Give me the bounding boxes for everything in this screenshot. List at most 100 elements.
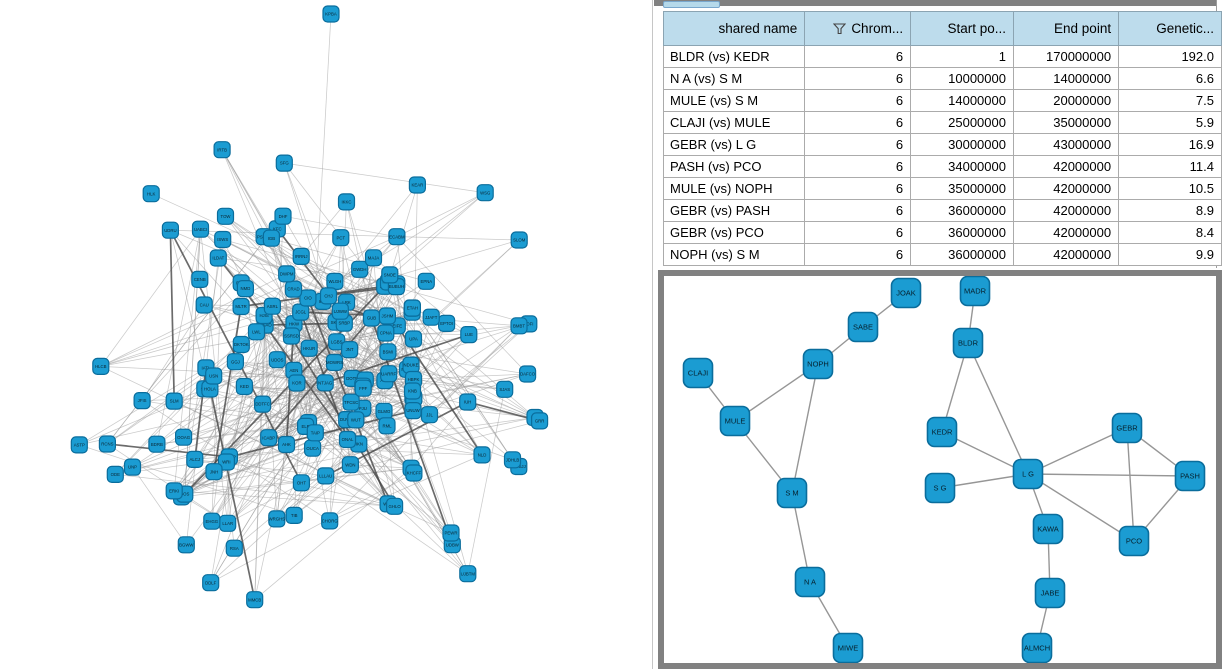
overview-node[interactable]: MAJA: [364, 249, 383, 267]
table-cell-end-point[interactable]: 42000000: [1012, 199, 1120, 222]
overview-node[interactable]: ICABP: [260, 429, 278, 447]
node-s-m[interactable]: S M: [776, 477, 808, 509]
overview-node[interactable]: CHJ: [319, 287, 338, 305]
table-cell-start-position[interactable]: 36000000: [910, 243, 1014, 266]
overview-node[interactable]: NTJAG: [316, 374, 334, 392]
overview-node[interactable]: DDLF: [202, 574, 220, 592]
overview-node[interactable]: WUT: [347, 411, 365, 429]
overview-node[interactable]: EPTOI: [438, 314, 456, 332]
table-cell-end-point[interactable]: 43000000: [1012, 133, 1120, 156]
panel-splitter[interactable]: [652, 0, 653, 669]
overview-node[interactable]: UJBTM: [459, 565, 477, 583]
overview-node[interactable]: MOWRS: [325, 353, 343, 372]
overview-node[interactable]: CAU: [195, 296, 213, 314]
overview-node[interactable]: IKKC: [337, 193, 356, 211]
overview-node[interactable]: JNT: [341, 341, 359, 359]
overview-node[interactable]: UPA: [404, 330, 423, 348]
overview-node[interactable]: GUB: [362, 309, 381, 327]
overview-node[interactable]: ONAL: [338, 430, 357, 449]
table-cell-end-point[interactable]: 42000000: [1012, 155, 1120, 178]
overview-node[interactable]: KNB: [403, 382, 422, 400]
table-row[interactable]: MULE (vs) S M 6 14000000 20000000 7.5: [662, 89, 1222, 112]
table-cell-start-position[interactable]: 36000000: [910, 199, 1014, 222]
overview-node[interactable]: SJAS: [496, 380, 514, 398]
subnetwork-canvas[interactable]: JOAK MADR SABE BLDR NOPH CLAJI MULE KEDR GEBR L G…: [664, 276, 1216, 663]
overview-node[interactable]: ASTP: [70, 436, 88, 454]
overview-node[interactable]: JJL: [420, 406, 439, 424]
subnetwork-edge[interactable]: [791, 363, 819, 494]
table-cell-genetic-distance[interactable]: 10.5: [1118, 177, 1222, 200]
table-cell-genetic-distance[interactable]: 11.4: [1118, 155, 1222, 178]
node-madr[interactable]: MADR: [959, 276, 991, 307]
node-sabe[interactable]: SABE: [847, 311, 879, 343]
overview-node[interactable]: SFG: [275, 154, 293, 172]
table-cell-genetic-distance[interactable]: 192.0: [1118, 45, 1222, 68]
node-kawa[interactable]: KAWA: [1032, 513, 1064, 545]
node-almch[interactable]: ALMCH: [1021, 632, 1053, 663]
network-overview-panel[interactable]: WSAOJNWHKURKTUDOTRAENLGBSEIFEMOWRSMMEPJB…: [0, 0, 652, 669]
overview-node[interactable]: EPNA: [417, 272, 435, 290]
overview-node[interactable]: OUCA: [304, 439, 322, 457]
table-cell-chromosome[interactable]: 6: [804, 199, 912, 222]
overview-node[interactable]: BSMI: [379, 343, 397, 361]
overview-node[interactable]: KHCFF: [405, 464, 423, 482]
overview-node[interactable]: DDTFC: [254, 395, 272, 413]
overview-node[interactable]: WRGHS: [268, 510, 286, 528]
table-cell-start-position[interactable]: 34000000: [910, 155, 1014, 178]
table-cell-start-position[interactable]: 1: [910, 45, 1014, 68]
table-cell-start-position[interactable]: 35000000: [910, 177, 1014, 200]
overview-node[interactable]: JJAFT: [422, 308, 440, 326]
table-cell-start-position[interactable]: 30000000: [910, 133, 1014, 156]
table-cell-genetic-distance[interactable]: 6.6: [1118, 67, 1222, 90]
column-header-genetic-distance[interactable]: Genetic...: [1118, 11, 1222, 46]
overview-node[interactable]: MMCB: [246, 591, 264, 609]
overview-node[interactable]: GLMO: [375, 402, 393, 420]
overview-node[interactable]: UDRU: [161, 221, 179, 239]
overview-node[interactable]: ILDAT: [209, 249, 227, 267]
overview-node[interactable]: KPBA: [322, 5, 340, 23]
overview-node[interactable]: UABCI: [191, 220, 210, 238]
table-cell-chromosome[interactable]: 6: [804, 89, 912, 112]
overview-node[interactable]: ODE: [106, 465, 124, 483]
overview-node[interactable]: UNP: [123, 458, 142, 476]
overview-node[interactable]: WRI: [217, 453, 235, 471]
node-bldr[interactable]: BLDR: [952, 327, 984, 359]
overview-node[interactable]: TAIP: [306, 424, 324, 442]
overview-node[interactable]: IGB: [262, 229, 280, 247]
overview-node[interactable]: CPNA: [377, 324, 395, 342]
table-row[interactable]: GEBR (vs) PCO 6 36000000 42000000 8.4: [662, 221, 1222, 244]
overview-node[interactable]: DKTOK: [232, 335, 250, 354]
table-cell-chromosome[interactable]: 6: [804, 177, 912, 200]
table-row[interactable]: GEBR (vs) L G 6 30000000 43000000 16.9: [662, 133, 1222, 156]
overview-node[interactable]: TOW: [216, 207, 235, 225]
overview-node[interactable]: OHT: [292, 474, 310, 492]
overview-node[interactable]: RML: [378, 417, 396, 435]
overview-node[interactable]: JNH: [205, 463, 223, 481]
table-cell-genetic-distance[interactable]: 16.9: [1118, 133, 1222, 156]
overview-node[interactable]: KEAR: [408, 176, 426, 194]
column-header-chromosome[interactable]: Chrom...: [804, 11, 912, 46]
table-cell-chromosome[interactable]: 6: [804, 67, 912, 90]
overview-node[interactable]: SSRSD: [282, 327, 301, 345]
overview-node[interactable]: ECABM: [388, 228, 406, 246]
overview-node[interactable]: ETAH: [403, 299, 421, 317]
table-cell-end-point[interactable]: 170000000: [1012, 45, 1120, 68]
table-cell-start-position[interactable]: 25000000: [910, 111, 1014, 134]
table-cell-end-point[interactable]: 42000000: [1012, 243, 1120, 266]
subnetwork-edge[interactable]: [1027, 427, 1128, 475]
table-cell-shared-name[interactable]: N A (vs) S M: [662, 67, 806, 90]
overview-node[interactable]: FPF: [354, 379, 372, 397]
table-row[interactable]: N A (vs) S M 6 10000000 14000000 6.6: [662, 67, 1222, 90]
overview-node[interactable]: GGJ: [226, 353, 244, 371]
node-n-a[interactable]: N A: [794, 566, 826, 598]
overview-node[interactable]: KED: [235, 377, 253, 396]
subnetwork-edge[interactable]: [1027, 473, 1135, 542]
overview-node[interactable]: PEWR: [442, 524, 460, 542]
node-kedr[interactable]: KEDR: [926, 416, 958, 448]
table-cell-chromosome[interactable]: 6: [804, 45, 912, 68]
overview-node[interactable]: ERKI: [165, 482, 183, 500]
table-cell-chromosome[interactable]: 6: [804, 133, 912, 156]
node-miwe[interactable]: MIWE: [832, 632, 864, 663]
overview-node[interactable]: HLK: [142, 185, 160, 203]
overview-node[interactable]: USN: [205, 367, 223, 385]
